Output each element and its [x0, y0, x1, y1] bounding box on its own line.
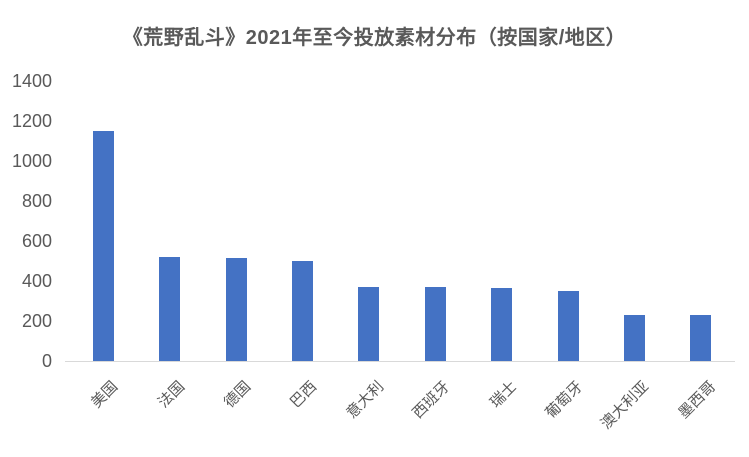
- bar-澳大利亚: [623, 315, 645, 361]
- y-axis-tick-label: 1000: [11, 151, 52, 171]
- x-axis-label: 意大利: [343, 378, 387, 422]
- y-axis-tick-label: 0: [41, 351, 52, 371]
- chart-title: 《荒野乱斗》2021年至今投放素材分布（按国家/地区）: [122, 27, 627, 49]
- bar-瑞士: [491, 288, 513, 361]
- x-axis-label: 澳大利亚: [598, 378, 653, 433]
- y-axis-tick-label: 800: [21, 191, 52, 211]
- x-axis-labels: 美国 法国 德国 巴西 意大利 西班牙 瑞士 葡萄牙 澳大利亚 墨西哥: [70, 361, 734, 457]
- x-axis-label: 墨西哥: [675, 378, 719, 422]
- x-axis-label: 巴西: [287, 378, 321, 412]
- bar-德国: [225, 258, 247, 361]
- x-axis-label: 西班牙: [409, 378, 454, 422]
- bar-西班牙: [424, 287, 446, 361]
- bar-葡萄牙: [557, 291, 579, 361]
- x-axis-label: 葡萄牙: [542, 378, 587, 422]
- y-axis-tick-label: 600: [21, 231, 52, 251]
- y-axis: 0 200 400 600 800 1000 1200 1400: [0, 71, 52, 371]
- plot-area: [70, 81, 734, 361]
- x-axis-label: 瑞士: [486, 378, 520, 412]
- bar-法国: [159, 257, 181, 361]
- bar-美国: [92, 131, 114, 361]
- x-axis-line: [65, 361, 735, 362]
- x-axis-label: 法国: [154, 378, 188, 412]
- y-axis-tick-label: 1200: [11, 111, 52, 131]
- bar-巴西: [291, 261, 313, 361]
- y-axis-tick-label: 400: [21, 271, 52, 291]
- y-axis-tick-label: 200: [21, 311, 52, 331]
- x-axis-label: 德国: [220, 378, 255, 412]
- bar-墨西哥: [690, 315, 712, 361]
- bar-意大利: [358, 287, 380, 361]
- x-axis-label: 美国: [88, 378, 122, 412]
- y-axis-tick-label: 1400: [11, 71, 52, 91]
